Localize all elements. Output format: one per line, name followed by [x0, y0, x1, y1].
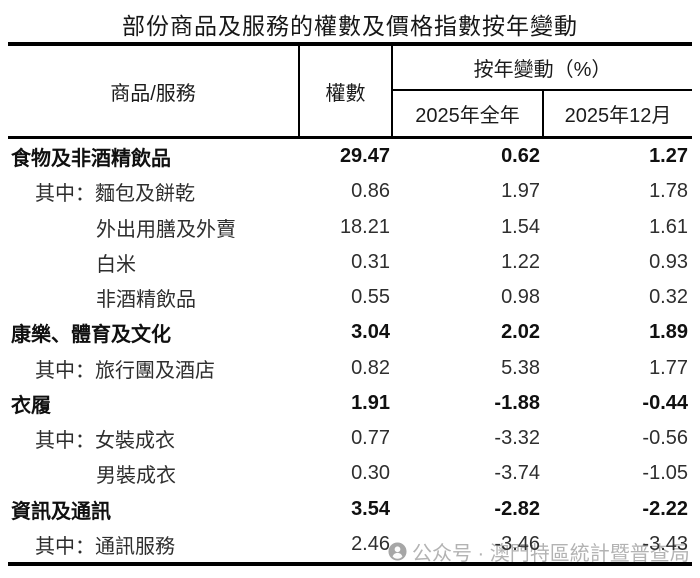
row-label: 其中：旅行團及酒店 [35, 359, 215, 382]
table-row: 衣履 1.91 -1.88 -0.44 [8, 386, 692, 421]
row-weight-value: 0.82 [351, 356, 390, 379]
table-row: 資訊及通訊 3.54 -2.82 -2.22 [8, 492, 692, 527]
row-label: 男裝成衣 [96, 465, 176, 488]
row-yoy-year-value: 5.38 [501, 356, 540, 379]
table-row: 其中：女裝成衣 0.77 -3.32 -0.56 [8, 421, 692, 456]
row-weight-value: 0.86 [351, 180, 390, 203]
row-weight-value: 29.47 [339, 145, 390, 168]
row-yoy-month-value: -0.56 [642, 427, 688, 450]
column-header-yoy-year: 2025年全年 [415, 105, 520, 127]
row-weight-value: 1.91 [351, 391, 390, 414]
row-label: 衣履 [11, 394, 51, 417]
row-yoy-month-value: -3.43 [642, 532, 688, 555]
row-yoy-year-value: -3.46 [494, 532, 540, 555]
row-yoy-month-value: 1.27 [649, 145, 688, 168]
row-yoy-month-value: 1.61 [649, 215, 688, 238]
table-row: 其中：通訊服務 2.46 -3.46 -3.43 [8, 527, 692, 562]
table-row: 食物及非酒精飲品 29.47 0.62 1.27 [8, 139, 692, 174]
table-header: 商品/服務 權數 按年變動（%） 2025年全年 2025年12月 [8, 42, 692, 139]
row-label: 其中：麵包及餅乾 [35, 183, 195, 206]
row-yoy-month-value: 0.32 [649, 286, 688, 309]
row-yoy-year-value: -2.82 [494, 497, 540, 520]
row-weight-value: 18.21 [339, 215, 390, 238]
row-yoy-month-value: -1.05 [642, 462, 688, 485]
table-body: 食物及非酒精飲品 29.47 0.62 1.27 其中：麵包及餅乾 0.86 1… [8, 139, 692, 566]
table-row: 外出用膳及外賣 18.21 1.54 1.61 [8, 210, 692, 245]
row-yoy-month-value: 1.78 [649, 180, 688, 203]
row-weight-value: 3.04 [351, 321, 390, 344]
row-label: 康樂、體育及文化 [11, 324, 171, 347]
row-yoy-year-value: 1.22 [501, 250, 540, 273]
column-header-item: 商品/服務 [110, 82, 196, 105]
row-yoy-year-value: 2.02 [501, 321, 540, 344]
row-yoy-year-value: 1.54 [501, 215, 540, 238]
table-row: 非酒精飲品 0.55 0.98 0.32 [8, 280, 692, 315]
row-label: 白米 [96, 253, 136, 276]
row-yoy-year-value: -1.88 [494, 391, 540, 414]
table-row: 白米 0.31 1.22 0.93 [8, 245, 692, 280]
row-weight-value: 0.77 [351, 427, 390, 450]
table-row: 其中：麵包及餅乾 0.86 1.97 1.78 [8, 174, 692, 209]
row-label: 其中：通訊服務 [35, 535, 175, 558]
row-yoy-month-value: 1.89 [649, 321, 688, 344]
row-yoy-year-value: 0.62 [501, 145, 540, 168]
row-label: 食物及非酒精飲品 [11, 148, 171, 171]
row-label: 其中：女裝成衣 [35, 430, 175, 453]
row-yoy-month-value: 0.93 [649, 250, 688, 273]
column-header-yoy-month: 2025年12月 [542, 91, 692, 136]
table-row: 其中：旅行團及酒店 0.82 5.38 1.77 [8, 351, 692, 386]
row-weight-value: 0.55 [351, 286, 390, 309]
row-label: 外出用膳及外賣 [96, 218, 236, 241]
row-yoy-month-value: 1.77 [649, 356, 688, 379]
row-yoy-year-value: 1.97 [501, 180, 540, 203]
column-header-yoy-group: 按年變動（%） [393, 46, 692, 91]
statistics-table: 商品/服務 權數 按年變動（%） 2025年全年 2025年12月 食物及非酒精… [8, 42, 692, 566]
row-weight-value: 3.54 [351, 497, 390, 520]
row-weight-value: 0.31 [351, 250, 390, 273]
table-row: 康樂、體育及文化 3.04 2.02 1.89 [8, 315, 692, 350]
row-yoy-month-value: -2.22 [642, 497, 688, 520]
column-header-weight: 權數 [298, 46, 393, 136]
row-yoy-year-value: 0.98 [501, 286, 540, 309]
page-title: 部份商品及服務的權數及價格指數按年變動 [122, 13, 578, 39]
row-weight-value: 2.46 [351, 532, 390, 555]
row-label: 資訊及通訊 [11, 500, 111, 523]
table-row: 男裝成衣 0.30 -3.74 -1.05 [8, 456, 692, 491]
row-weight-value: 0.30 [351, 462, 390, 485]
row-yoy-year-value: -3.32 [494, 427, 540, 450]
row-yoy-year-value: -3.74 [494, 462, 540, 485]
row-yoy-month-value: -0.44 [642, 391, 688, 414]
row-label: 非酒精飲品 [96, 289, 196, 312]
